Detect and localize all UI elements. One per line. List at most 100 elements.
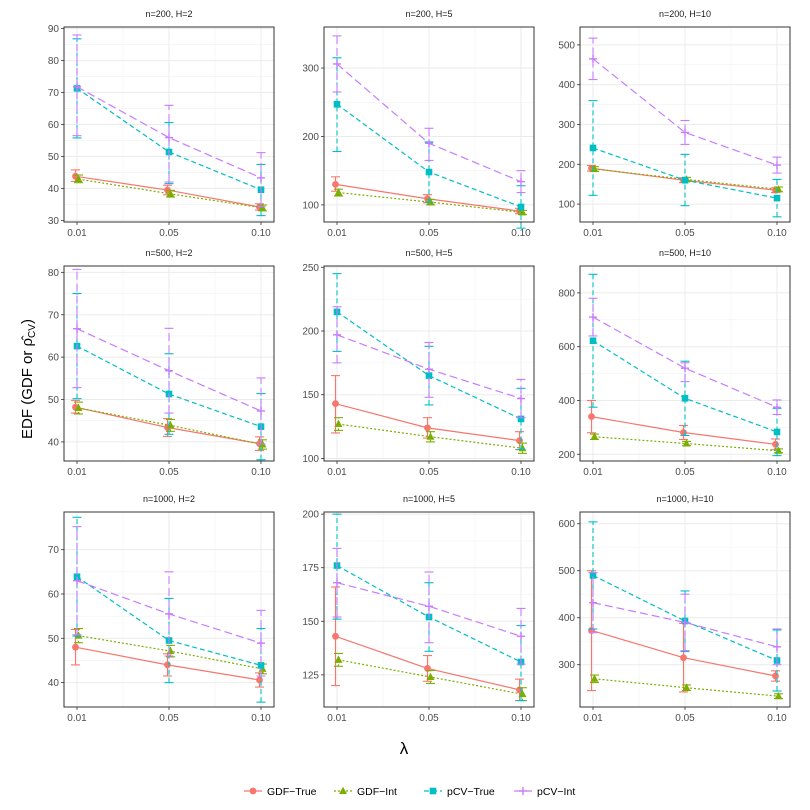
y-tick-label: 40 [48, 184, 60, 195]
legend-key-marker [339, 786, 347, 794]
data-point [517, 394, 525, 403]
y-tick-label: 100 [558, 200, 575, 211]
y-tick-label: 400 [558, 396, 575, 407]
data-point [681, 618, 689, 627]
error-bar [426, 670, 435, 684]
x-tick-label: 0.10 [251, 228, 271, 239]
data-point [425, 168, 433, 176]
y-tick-label: 200 [302, 327, 319, 338]
legend-label: GDF−True [267, 786, 317, 798]
data-point [589, 337, 597, 345]
x-tick-label: 0.01 [327, 467, 347, 478]
data-point [773, 194, 781, 202]
y-tick-label: 100 [302, 454, 319, 465]
y-tick-label: 60 [48, 120, 60, 131]
y-tick-label: 200 [302, 510, 319, 521]
series [332, 306, 526, 419]
data-point [333, 101, 341, 108]
x-tick-label: 0.05 [419, 228, 439, 239]
error-bar [588, 100, 598, 196]
y-tick-label: 300 [302, 64, 319, 75]
series-line [336, 582, 522, 637]
panel-title: n=500, H=10 [659, 248, 711, 258]
data-point [774, 691, 783, 700]
data-point [682, 683, 691, 691]
legend: GDF−True GDF−Int pCV−True pCV−Int [244, 786, 575, 798]
x-tick-label: 0.10 [767, 228, 787, 239]
data-point [773, 642, 781, 651]
y-tick-label: 50 [48, 634, 60, 645]
data-point [680, 429, 687, 436]
y-tick-label: 400 [558, 80, 575, 91]
y-tick-label: 50 [48, 395, 60, 406]
y-tick-label: 500 [558, 40, 575, 51]
data-point [518, 689, 527, 698]
data-point [772, 440, 779, 448]
y-tick-label: 70 [48, 310, 60, 321]
y-tick-label: 30 [48, 216, 60, 227]
data-point [73, 82, 81, 91]
data-point [257, 406, 265, 415]
data-point [680, 654, 687, 662]
facet-panel: n=500, H=10 200 400 600 800 0.01 0.05 0.10 [558, 248, 791, 478]
series [72, 34, 266, 208]
y-tick-label: 150 [302, 390, 319, 401]
y-axis-title-close: ) [19, 319, 36, 324]
panel-border [579, 26, 791, 223]
error-bar [332, 547, 342, 618]
data-point [517, 415, 525, 423]
error-bar [334, 417, 343, 431]
data-point [773, 403, 781, 412]
series [588, 37, 782, 174]
y-tick-label: 200 [302, 132, 319, 143]
data-point [74, 403, 83, 412]
x-tick-label: 0.10 [767, 713, 787, 724]
data-point [681, 395, 689, 402]
y-tick-label: 600 [558, 519, 575, 530]
panel-title: n=1000, H=2 [143, 494, 195, 504]
y-tick-label: 40 [48, 437, 60, 448]
panel-border [579, 265, 791, 462]
data-point [332, 632, 339, 640]
data-point [772, 672, 779, 680]
legend-key-marker [429, 787, 437, 795]
data-point [164, 661, 171, 669]
legend-key-marker [519, 787, 527, 795]
x-tick-label: 0.10 [251, 467, 271, 478]
data-point [518, 208, 527, 216]
series [72, 268, 266, 445]
data-point [165, 366, 173, 375]
x-tick-label: 0.05 [159, 713, 179, 724]
y-tick-label: 90 [48, 24, 60, 35]
y-tick-label: 70 [48, 545, 60, 556]
data-point [681, 364, 689, 373]
data-point [73, 576, 81, 585]
data-point [589, 144, 597, 152]
error-bar [334, 652, 343, 667]
data-point [773, 428, 781, 436]
error-bar [72, 268, 82, 389]
series [588, 100, 782, 218]
series-line [592, 602, 778, 648]
data-point [166, 421, 175, 429]
facet-panel: n=500, H=2 40 50 60 70 80 0.01 0.05 0.10 [48, 248, 275, 478]
x-tick-label: 0.05 [419, 467, 439, 478]
error-bar [680, 119, 690, 145]
panel-title: n=500, H=2 [145, 248, 192, 258]
y-tick-label: 80 [48, 268, 60, 279]
panel-border [323, 265, 535, 462]
data-point [424, 424, 431, 432]
series [331, 586, 524, 702]
series-line [592, 58, 778, 166]
data-point [681, 128, 689, 137]
panel-title: n=200, H=2 [145, 9, 192, 19]
facet-panel: n=1000, H=5 125 150 175 200 0.01 0.05 0.10 [302, 494, 535, 724]
data-point [334, 188, 343, 196]
series [587, 570, 780, 693]
y-tick-label: 300 [558, 660, 575, 671]
data-point [258, 203, 267, 211]
x-axis-title: λ [400, 739, 409, 758]
panel-title: n=500, H=5 [405, 248, 452, 258]
data-point [590, 432, 599, 440]
series-line [592, 316, 778, 408]
